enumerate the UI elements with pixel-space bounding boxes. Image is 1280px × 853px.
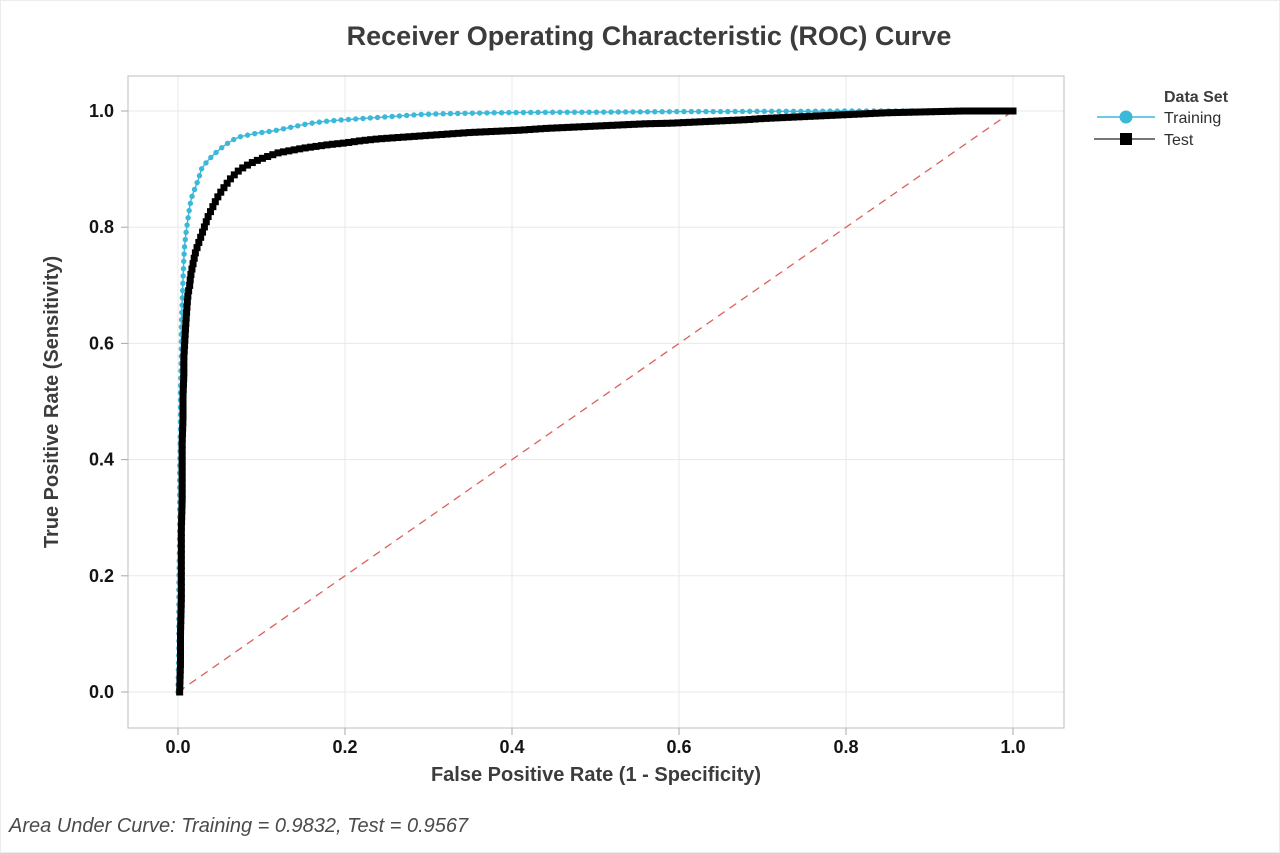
legend-label-test: Test [1164, 132, 1194, 149]
plot-border [127, 75, 1065, 729]
legend-title: Data Set [1164, 89, 1229, 106]
legend-entry-test[interactable]: Test [1094, 132, 1194, 149]
x-tick-label: 0.8 [833, 737, 858, 757]
x-tick-label: 0.2 [332, 737, 357, 757]
legend-entry-training[interactable]: Training [1097, 110, 1221, 127]
y-tick-label: 0.8 [89, 217, 114, 237]
legend: Data Set Training Test [1094, 89, 1229, 149]
tick-marks [121, 110, 1014, 735]
x-axis-label: False Positive Rate (1 - Specificity) [431, 764, 761, 786]
series-test [176, 107, 1017, 696]
y-tick-label: 0.2 [89, 566, 114, 586]
y-tick-label: 0.4 [89, 450, 114, 470]
y-axis-label: True Positive Rate (Sensitivity) [41, 256, 63, 548]
x-tick-label: 0.0 [165, 737, 190, 757]
training-circle-marker-icon [1097, 110, 1155, 124]
chance-diagonal-line [177, 110, 1014, 693]
auc-footnote: Area Under Curve: Training = 0.9832, Tes… [8, 815, 469, 837]
chart-title: Receiver Operating Characteristic (ROC) … [347, 21, 952, 51]
x-tick-label: 0.6 [666, 737, 691, 757]
test-square-marker-icon [1094, 133, 1155, 145]
y-tick-label: 0.0 [89, 682, 114, 702]
plot-area[interactable] [121, 75, 1065, 735]
x-tick-label: 0.4 [499, 737, 524, 757]
gridlines [128, 76, 1064, 728]
legend-label-training: Training [1164, 110, 1221, 127]
y-tick-label: 1.0 [89, 101, 114, 121]
y-tick-label: 0.6 [89, 333, 114, 353]
x-tick-label: 1.0 [1000, 737, 1025, 757]
tick-labels: 0.0 0.2 0.4 0.6 0.8 1.0 0.0 0.2 0.4 0.6 0.8 1.0 [89, 101, 1026, 757]
